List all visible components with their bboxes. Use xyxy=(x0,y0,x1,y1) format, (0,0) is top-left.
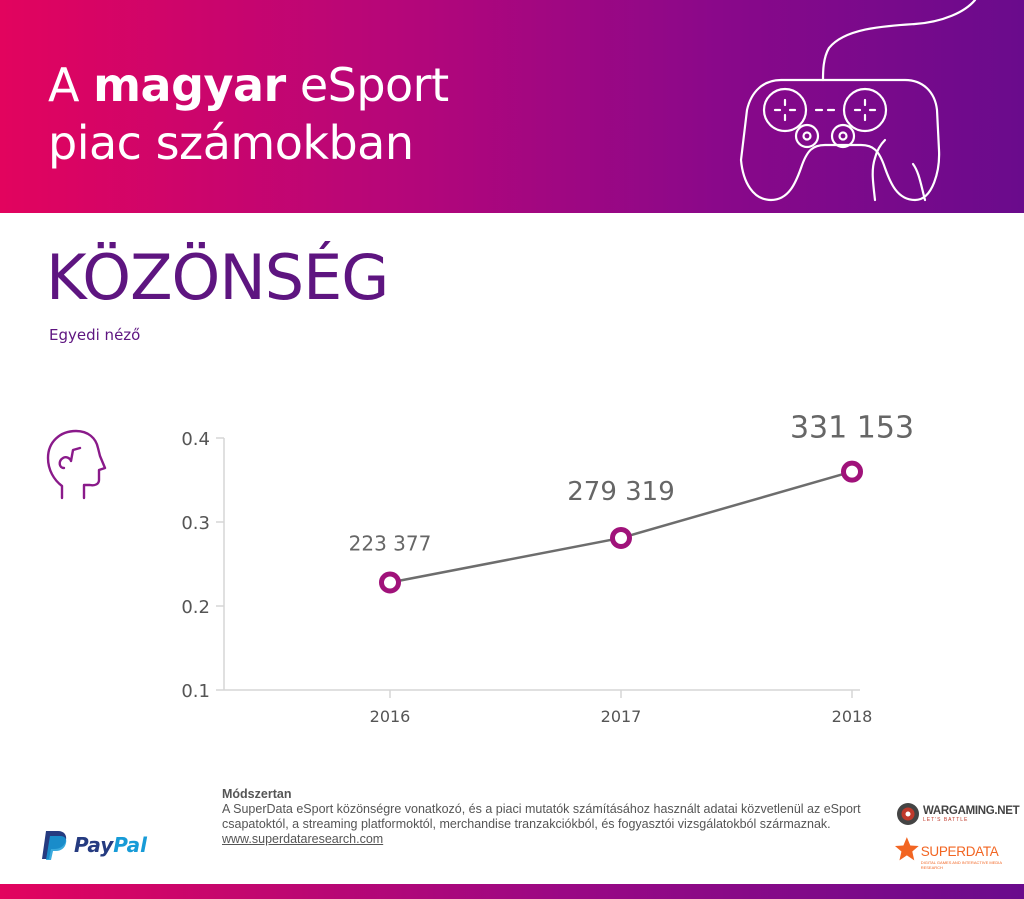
data-point xyxy=(610,526,632,549)
y-tick-label: 0.2 xyxy=(181,597,210,618)
y-tick-label: 0.3 xyxy=(181,513,210,534)
superdata-tagline: DIGITAL GAMES AND INTERACTIVE MEDIA RESE… xyxy=(920,860,1002,870)
star-icon xyxy=(894,837,919,861)
wargaming-emblem-icon xyxy=(897,803,919,825)
paypal-pal-text: Pal xyxy=(113,833,148,857)
footer-bar xyxy=(0,884,1024,899)
data-point xyxy=(379,571,401,594)
section-title: KÖZÖNSÉG xyxy=(46,241,389,314)
data-label: 223 377 xyxy=(349,531,432,555)
paypal-mark-icon xyxy=(42,831,67,860)
methodology-heading: Módszertan xyxy=(222,787,292,801)
y-tick-label: 0.4 xyxy=(181,429,210,450)
line-chart: 0.4 0.3 0.2 0.1 2016 2017 2018 223 377 279 319… xyxy=(181,411,914,726)
wargaming-name: WARGAMING.NET xyxy=(923,805,1020,817)
source-link[interactable]: www.superdataresearch.com xyxy=(222,832,384,846)
y-tick-label: 0.1 xyxy=(181,681,210,702)
head-profile-icon xyxy=(46,429,107,500)
superdata-logo: SUPERDATA DIGITAL GAMES AND INTERACTIVE … xyxy=(894,836,1024,870)
superdata-name: SUPERDATA xyxy=(920,844,999,859)
x-tick-label: 2016 xyxy=(370,707,411,726)
x-tick-label: 2018 xyxy=(832,707,873,726)
gamepad-icon xyxy=(739,0,977,202)
paypal-logo: PayPal xyxy=(40,828,147,862)
title-emphasis: magyar xyxy=(93,58,286,112)
data-point xyxy=(841,460,863,483)
methodology-text: A SuperData eSport közönségre vonatkozó,… xyxy=(222,802,861,831)
wargaming-tagline: LET'S BATTLE xyxy=(923,817,969,823)
data-label: 279 319 xyxy=(567,477,675,507)
wargaming-logo: WARGAMING.NET LET'S BATTLE xyxy=(896,802,1020,826)
title-suffix: eSport xyxy=(285,58,449,112)
data-label: 331 153 xyxy=(790,411,914,446)
page-title: A magyar eSport piac számokban xyxy=(48,56,449,172)
title-line-2: piac számokban xyxy=(48,116,414,170)
chart-subtitle: Egyedi néző xyxy=(49,326,141,344)
paypal-pay-text: Pay xyxy=(74,833,114,857)
title-prefix: A xyxy=(48,58,94,112)
header-banner: A magyar eSport piac számokban xyxy=(0,0,1024,213)
x-tick-label: 2017 xyxy=(601,707,642,726)
methodology-note: Módszertan A SuperData eSport közönségre… xyxy=(222,787,862,847)
